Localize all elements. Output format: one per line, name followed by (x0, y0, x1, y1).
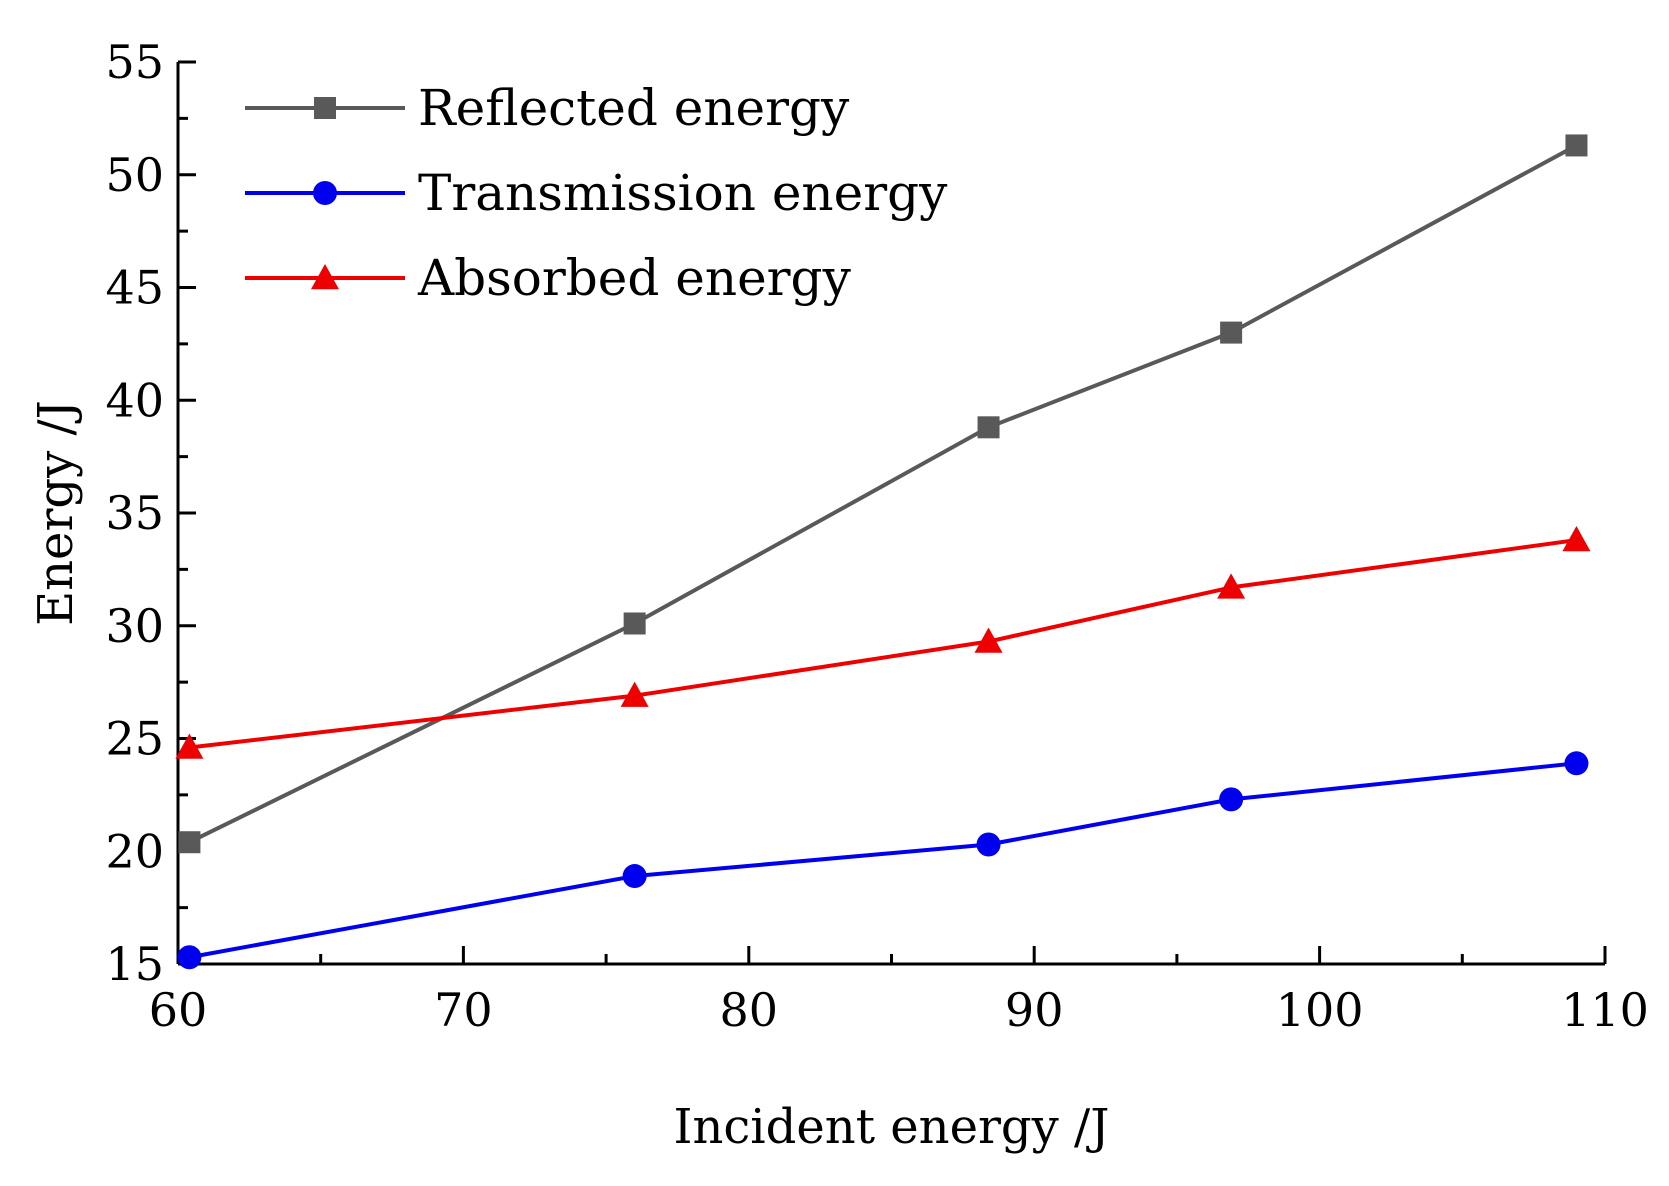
data-point (1217, 573, 1246, 599)
x-tick-label: 70 (434, 983, 493, 1037)
legend-item: Transmission energy (245, 164, 948, 222)
legend-item: Absorbed energy (245, 249, 852, 307)
data-point (1564, 751, 1589, 776)
legend-label: Reflected energy (418, 79, 850, 137)
legend-marker (311, 264, 339, 290)
x-tick-label: 80 (720, 983, 779, 1037)
legend-marker (314, 97, 336, 119)
data-point (1220, 321, 1243, 344)
data-point (178, 831, 201, 854)
y-tick-label: 50 (105, 148, 164, 202)
series-layer (175, 134, 1591, 970)
data-point (1565, 134, 1588, 157)
series-square (178, 134, 1588, 854)
x-tick-label: 110 (1561, 983, 1649, 1037)
x-tick-label: 100 (1276, 983, 1364, 1037)
data-point (1562, 526, 1591, 552)
y-tick-label: 45 (105, 261, 164, 315)
legend-label: Transmission energy (418, 164, 948, 222)
series-circle (177, 751, 1589, 970)
y-tick-label: 15 (105, 937, 164, 991)
axes: 60 70 80 90 100 110 15 20 25 30 35 40 45 50 55 (105, 35, 1648, 1037)
y-tick-label: 20 (105, 824, 164, 878)
y-tick-label: 25 (105, 712, 164, 766)
series-triangle (175, 526, 1591, 759)
data-point (175, 733, 204, 759)
data-point (977, 416, 1000, 439)
y-tick-label: 35 (105, 486, 164, 540)
legend-label: Absorbed energy (417, 249, 852, 307)
legend-item: Reflected energy (245, 79, 850, 137)
y-axis-title: Energy /J (28, 400, 84, 626)
data-point (976, 832, 1001, 857)
y-tick-label: 55 (105, 35, 164, 89)
data-point (623, 612, 646, 635)
series-line (188, 143, 1578, 845)
series-line (189, 761, 1577, 960)
data-point (1219, 787, 1244, 812)
data-point (177, 945, 202, 970)
data-point (974, 627, 1003, 653)
x-tick-label: 90 (1005, 983, 1064, 1037)
legend: Reflected energy Transmission energy Absor… (245, 79, 948, 307)
legend-marker (313, 181, 337, 205)
x-axis-title: Incident energy /J (674, 1099, 1110, 1155)
x-tick-label: 60 (149, 983, 208, 1037)
data-point (622, 864, 647, 889)
data-point (620, 681, 649, 707)
y-tick-label: 40 (105, 373, 164, 427)
y-tick-label: 30 (105, 599, 164, 653)
series-line (189, 538, 1577, 750)
